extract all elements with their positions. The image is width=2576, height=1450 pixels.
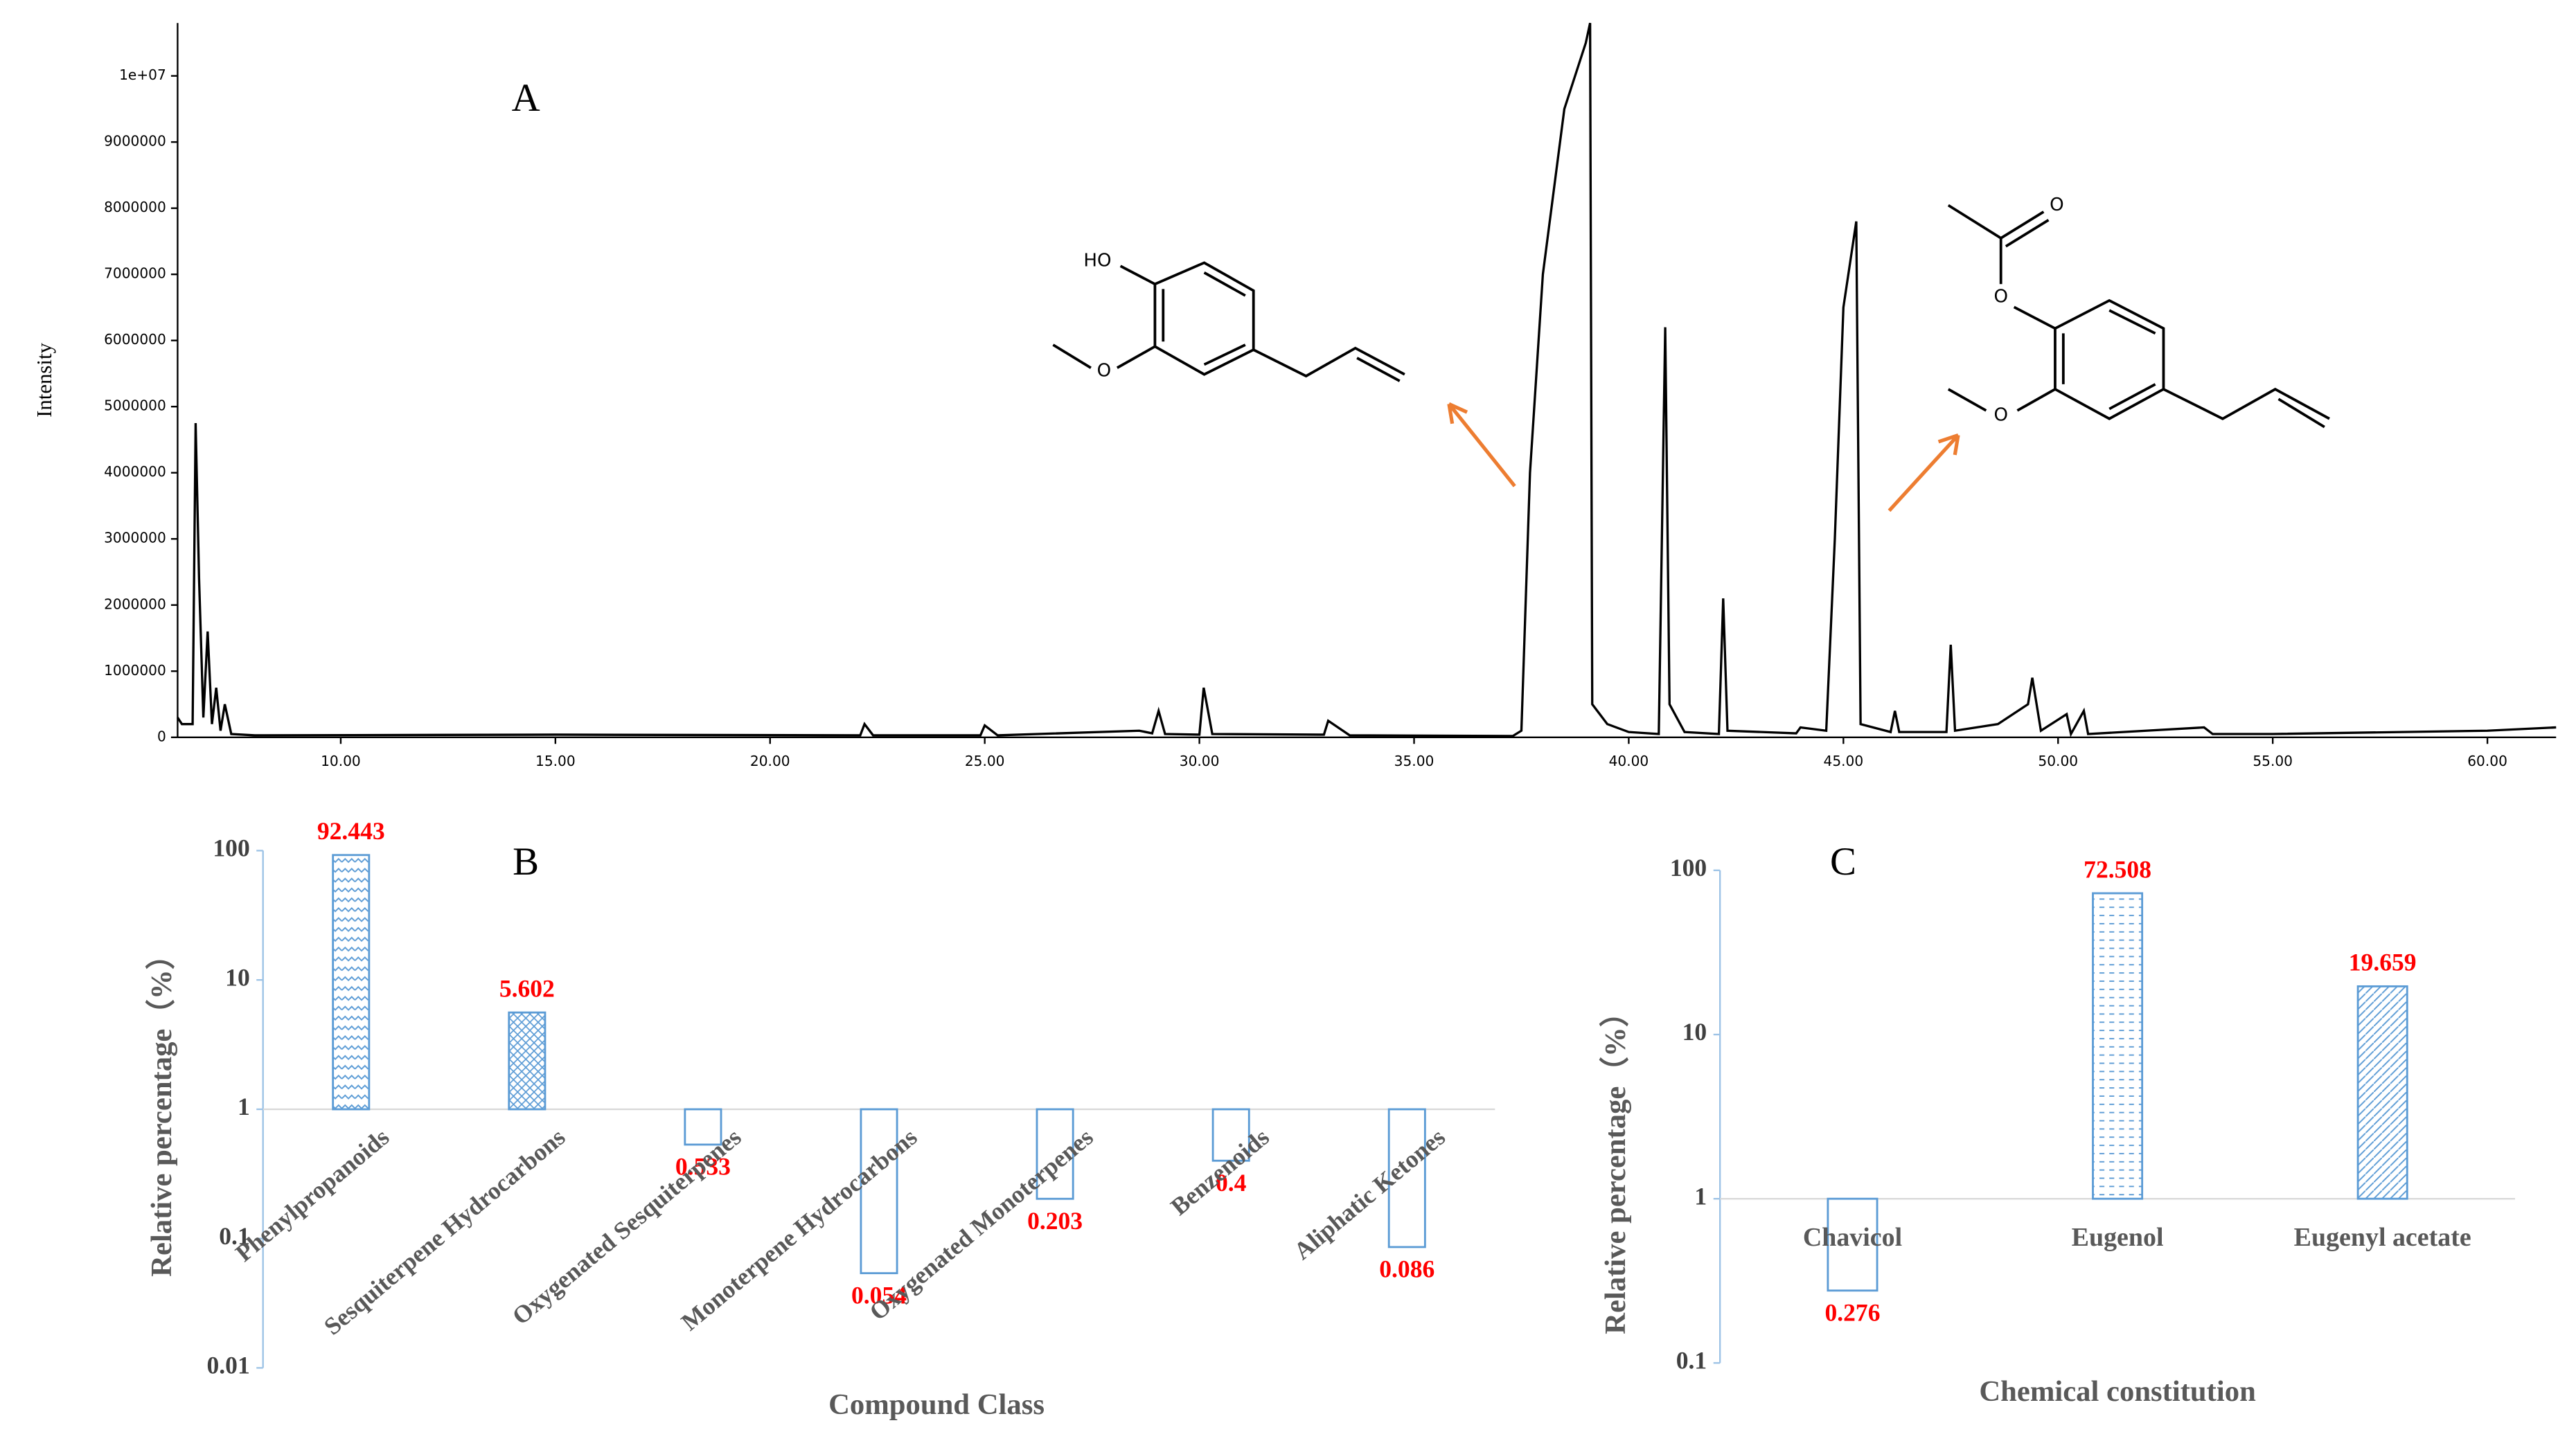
panel-label: B xyxy=(513,840,539,884)
x-tick-label: 50.00 xyxy=(2038,753,2078,769)
value-label: 5.602 xyxy=(499,974,555,1002)
arrows xyxy=(1447,402,1960,512)
value-label: 0.086 xyxy=(1379,1255,1434,1283)
bar xyxy=(1387,1108,1426,1248)
y-tick-label: 10 xyxy=(1682,1018,1707,1046)
atom-label: O xyxy=(1993,287,2008,307)
atom-label: HO xyxy=(1083,251,1111,271)
value-label: 0.054 xyxy=(851,1281,907,1309)
y-tick-label: 1 xyxy=(1694,1182,1707,1210)
value-label: 72.508 xyxy=(2084,855,2151,883)
y-tick-label: 0.01 xyxy=(207,1352,250,1379)
x-axis-label: Chemical constitution xyxy=(1979,1375,2256,1408)
y-tick-label: 7000000 xyxy=(104,265,166,282)
chromatogram-line xyxy=(177,22,2557,737)
x-tick-label: 25.00 xyxy=(965,753,1005,769)
y-tick-label: 1000000 xyxy=(104,662,166,679)
y-tick-label: 100 xyxy=(213,834,249,862)
y-tick-label: 5000000 xyxy=(104,397,166,414)
y-tick-label: 1e+07 xyxy=(119,66,166,83)
x-tick-label: 10.00 xyxy=(321,753,361,769)
y-axis-label: Relative percentage（%） xyxy=(145,940,178,1277)
eugenol-structure xyxy=(1052,261,1405,382)
y-tick-label: 9000000 xyxy=(104,133,166,150)
atom-label: O xyxy=(1097,360,1112,381)
x-tick-label: Eugenol xyxy=(2072,1223,2164,1252)
y-tick-label: 6000000 xyxy=(104,331,166,348)
y-tick-label: 10 xyxy=(225,963,250,991)
y-tick-label: 3000000 xyxy=(104,530,166,546)
value-label: 0.4 xyxy=(1216,1169,1247,1197)
x-tick-label: 55.00 xyxy=(2253,753,2293,769)
bar xyxy=(2356,985,2408,1200)
x-tick-label: Chavicol xyxy=(1803,1223,1902,1252)
value-label: 0.276 xyxy=(1824,1298,1880,1326)
x-tick-label: 60.00 xyxy=(2467,753,2507,769)
bar xyxy=(508,1011,547,1111)
y-tick-label: 0 xyxy=(157,728,166,744)
value-label: 19.659 xyxy=(2349,949,2417,976)
value-label: 0.533 xyxy=(675,1153,731,1181)
bar xyxy=(1211,1108,1250,1162)
y-axis-label: Intensity xyxy=(33,342,56,417)
x-axis-label: Compound Class xyxy=(828,1388,1045,1421)
bar xyxy=(1827,1197,1878,1292)
panel-label: C xyxy=(1830,840,1856,884)
eugenyl-acetate-structure xyxy=(1947,204,2330,429)
y-tick-label: 0.1 xyxy=(219,1222,249,1250)
x-tick-label: 20.00 xyxy=(750,753,790,769)
x-tick-label: 35.00 xyxy=(1394,753,1434,769)
y-tick-label: 2000000 xyxy=(104,596,166,612)
bar xyxy=(684,1108,722,1146)
y-tick-label: 1 xyxy=(238,1093,250,1120)
value-label: 92.443 xyxy=(317,817,385,845)
x-tick-label: 15.00 xyxy=(535,753,576,769)
bar xyxy=(2092,892,2144,1200)
bar xyxy=(1036,1108,1074,1200)
y-axis-label: Relative percentage（%） xyxy=(1599,998,1632,1334)
y-tick-label: 100 xyxy=(1670,854,1707,881)
x-tick-label: Phenylpropanoids xyxy=(230,1123,394,1267)
x-tick-label: 30.00 xyxy=(1180,753,1220,769)
atom-label: O xyxy=(1993,404,2008,425)
x-tick-label: Eugenyl acetate xyxy=(2294,1223,2471,1252)
y-tick-label: 8000000 xyxy=(104,199,166,215)
y-tick-label: 4000000 xyxy=(104,463,166,480)
bar xyxy=(332,854,371,1111)
panel-label: A xyxy=(512,76,540,120)
x-tick-label: 45.00 xyxy=(1824,753,1864,769)
value-label: 0.203 xyxy=(1027,1207,1083,1235)
bar xyxy=(860,1108,898,1275)
y-tick-label: 0.1 xyxy=(1676,1346,1707,1374)
atom-label: O xyxy=(2050,195,2064,215)
x-tick-label: 40.00 xyxy=(1609,753,1649,769)
